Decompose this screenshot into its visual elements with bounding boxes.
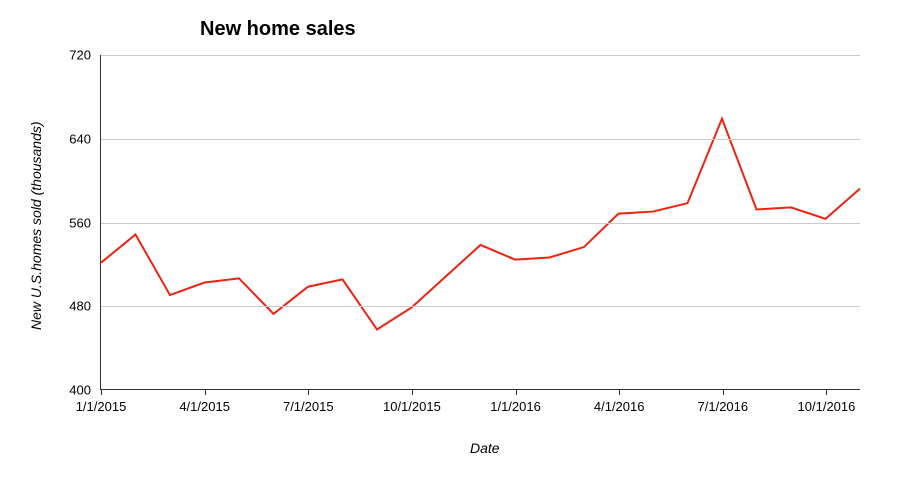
y-tick-label: 640 — [69, 131, 101, 146]
x-tick-label: 1/1/2016 — [490, 389, 541, 414]
y-axis-label: New U.S.homes sold (thousands) — [28, 121, 44, 330]
line-chart: New home sales New U.S.homes sold (thous… — [0, 0, 907, 500]
data-line — [101, 55, 860, 389]
series-polyline — [101, 119, 860, 330]
x-tick-label: 4/1/2016 — [594, 389, 645, 414]
x-axis-label: Date — [470, 440, 500, 456]
y-tick-label: 560 — [69, 215, 101, 230]
x-tick-label: 4/1/2015 — [179, 389, 230, 414]
x-tick-label: 7/1/2015 — [283, 389, 334, 414]
grid-line — [101, 139, 860, 140]
x-tick-label: 1/1/2015 — [76, 389, 127, 414]
x-tick-label: 7/1/2016 — [698, 389, 749, 414]
grid-line — [101, 223, 860, 224]
chart-title: New home sales — [200, 18, 356, 41]
grid-line — [101, 55, 860, 56]
y-tick-label: 720 — [69, 48, 101, 63]
y-tick-label: 480 — [69, 299, 101, 314]
x-tick-label: 10/1/2015 — [383, 389, 441, 414]
x-tick-label: 10/1/2016 — [798, 389, 856, 414]
grid-line — [101, 306, 860, 307]
plot-area: 4004805606407201/1/20154/1/20157/1/20151… — [100, 55, 860, 390]
